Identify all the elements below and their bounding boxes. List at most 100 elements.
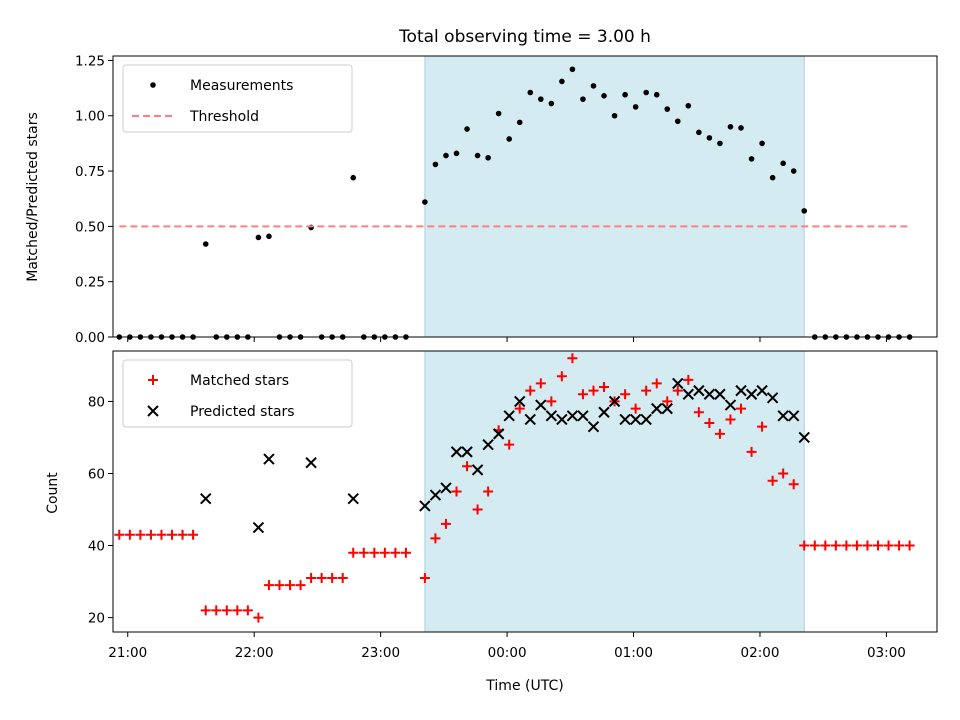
- predicted-star-point: [598, 406, 610, 418]
- matched-star-point: [504, 439, 515, 450]
- matched-star-point: [588, 385, 599, 396]
- matched-star-point: [369, 547, 380, 558]
- predicted-star-point: [419, 500, 431, 512]
- predicted-star-point: [524, 413, 536, 426]
- measurement-point: [622, 91, 628, 98]
- predicted-star-point: [545, 410, 558, 422]
- measurement-point: [727, 124, 734, 130]
- predicted-star-point: [629, 413, 642, 426]
- matched-star-point: [894, 540, 905, 551]
- predicted-star-point: [608, 395, 621, 408]
- matched-star-point: [567, 353, 578, 364]
- predicted-star-point: [672, 377, 684, 390]
- measurement-point: [580, 96, 586, 102]
- measurement-point: [664, 106, 671, 112]
- matched-star-point: [577, 389, 588, 400]
- measurement-point: [453, 150, 460, 157]
- matched-star-point: [379, 547, 390, 558]
- predicted-star-point: [535, 399, 547, 411]
- legend-matched-swatch: [148, 375, 158, 385]
- top-panel: 0.00 0.25 0.50 0.75 1.00 1.25 Measurements Thre…: [75, 53, 938, 346]
- matched-star-point: [672, 385, 683, 396]
- x-tick-label: 00:00: [488, 645, 527, 661]
- legend-entry-label: Matched stars: [190, 373, 289, 389]
- matched-star-point: [156, 529, 167, 540]
- predicted-star-point: [735, 384, 747, 397]
- matched-star-point: [546, 396, 557, 407]
- top-y-axis-label: Matched/Predicted stars: [25, 112, 41, 282]
- predicted-star-point: [305, 456, 317, 469]
- predicted-star-point: [263, 453, 275, 465]
- measurement-point: [717, 140, 723, 147]
- predicted-star-point: [200, 492, 212, 505]
- matched-star-point: [200, 605, 211, 616]
- measurement-point: [506, 136, 512, 142]
- matched-star-point: [746, 446, 757, 457]
- predicted-star-point: [461, 446, 473, 458]
- top-y-tick-label: 1.00: [75, 109, 105, 125]
- chart-title: Total observing time = 3.00 h: [398, 27, 651, 47]
- bottom-y-tick-label: 60: [88, 466, 105, 482]
- measurement-point: [674, 118, 681, 125]
- predicted-star-point: [745, 388, 758, 400]
- bottom-y-tick-label: 20: [88, 611, 105, 627]
- matched-star-point: [714, 428, 725, 439]
- matched-star-point: [390, 547, 401, 558]
- predicted-star-point: [482, 438, 494, 451]
- matched-star-point: [778, 468, 789, 479]
- matched-star-point: [683, 374, 694, 385]
- matched-star-point: [704, 418, 715, 429]
- x-tick-label: 03:00: [867, 645, 906, 661]
- matched-star-point: [630, 403, 641, 414]
- matched-star-point: [799, 540, 810, 551]
- x-tick-label: 02:00: [741, 645, 780, 661]
- matched-star-point: [767, 475, 778, 486]
- measurement-point: [685, 102, 692, 109]
- x-tick-label: 23:00: [361, 645, 400, 661]
- legend-entry-label: Measurements: [190, 78, 293, 94]
- predicted-star-point: [429, 489, 442, 501]
- measurement-point: [538, 96, 544, 102]
- bottom-axes-frame: [112, 350, 938, 633]
- predicted-star-point: [693, 384, 705, 397]
- measurement-point: [696, 129, 702, 136]
- matched-star-point: [337, 572, 348, 583]
- matched-star-point: [693, 407, 704, 418]
- bottom-panel: 20 40 60 80 21:00 22:00 23:00 00:00 01:00 02:00 03…: [88, 350, 938, 661]
- matched-star-point: [145, 529, 156, 540]
- measurement-point: [769, 174, 776, 181]
- measurement-point: [516, 119, 523, 126]
- predicted-star-point: [492, 428, 505, 440]
- matched-star-point: [483, 486, 494, 497]
- bottom-y-tick-label: 80: [88, 394, 105, 410]
- matched-star-point: [419, 572, 430, 583]
- matched-star-point: [514, 403, 525, 414]
- measurement-point: [601, 93, 607, 99]
- matched-star-point: [124, 529, 135, 540]
- measurement-point: [432, 161, 439, 168]
- x-tick-label: 21:00: [108, 645, 147, 661]
- measurement-point: [780, 160, 786, 167]
- measurement-point: [801, 208, 808, 214]
- top-y-tick-label: 0.75: [75, 164, 105, 180]
- matched-star-point: [285, 580, 296, 591]
- matched-star-point: [620, 389, 631, 400]
- measurement-point: [653, 91, 660, 98]
- measurement-point: [632, 104, 639, 110]
- predicted-star-point: [471, 464, 484, 476]
- measurement-point: [527, 89, 534, 96]
- matched-star-point: [253, 612, 264, 623]
- measurement-point: [443, 152, 449, 159]
- matched-star-point: [472, 504, 483, 515]
- measurement-point: [255, 234, 262, 241]
- x-tick-label: 22:00: [235, 645, 274, 661]
- observing-window: [424, 55, 805, 338]
- matched-star-point: [904, 540, 915, 551]
- matched-star-point: [221, 605, 232, 616]
- measurement-point: [422, 199, 428, 205]
- measurement-point: [495, 110, 502, 117]
- top-axes-frame: [112, 55, 938, 338]
- matched-star-point: [358, 547, 369, 558]
- bottom-legend: [122, 359, 353, 428]
- matched-star-point: [662, 396, 673, 407]
